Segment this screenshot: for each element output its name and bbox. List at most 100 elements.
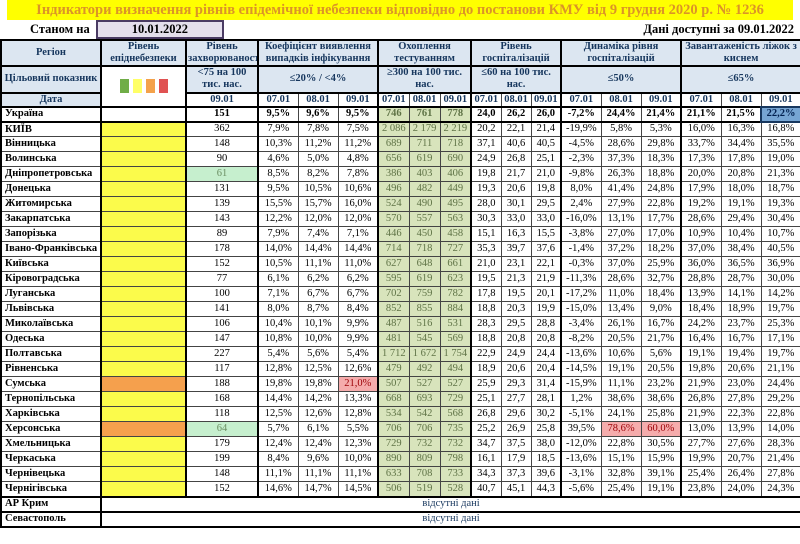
test-cell[interactable]: 458 bbox=[439, 226, 472, 242]
dyn-cell[interactable]: 23,2% bbox=[640, 376, 682, 392]
epidemic-level-cell[interactable] bbox=[100, 226, 187, 242]
hosp-cell[interactable]: 38,0 bbox=[530, 436, 562, 452]
test-cell[interactable]: 482 bbox=[408, 181, 441, 197]
coef-cell[interactable]: 5,7% bbox=[257, 421, 299, 437]
coef-cell[interactable]: 7,8% bbox=[337, 166, 379, 182]
no-data-cell[interactable]: відсутні дані bbox=[99, 496, 800, 512]
dyn-cell[interactable]: 28,6% bbox=[600, 271, 642, 287]
header-date[interactable]: 08.01 bbox=[500, 92, 532, 107]
epidemic-level-cell[interactable] bbox=[100, 316, 187, 332]
hosp-cell[interactable]: 23,1 bbox=[500, 256, 532, 272]
dyn-cell[interactable]: 10,6% bbox=[600, 346, 642, 362]
hosp-cell[interactable]: 26,9 bbox=[500, 421, 532, 437]
beds-cell[interactable]: 22,3% bbox=[720, 406, 762, 422]
hosp-cell[interactable]: 21,9 bbox=[530, 271, 562, 287]
beds-cell[interactable]: 18,7% bbox=[760, 181, 800, 197]
hosp-cell[interactable]: 24,9 bbox=[500, 346, 532, 362]
coef-cell[interactable]: 14,4% bbox=[337, 241, 379, 257]
test-cell[interactable]: 494 bbox=[439, 361, 472, 377]
dyn-cell[interactable]: 18,2% bbox=[640, 241, 682, 257]
coef-cell[interactable]: 10,5% bbox=[257, 256, 299, 272]
dyn-cell[interactable]: 28,6% bbox=[600, 136, 642, 152]
header-target-6[interactable]: ≤65% bbox=[680, 65, 800, 93]
dyn-cell[interactable]: 25,9% bbox=[640, 256, 682, 272]
dyn-cell[interactable]: -9,8% bbox=[560, 166, 602, 182]
dyn-cell[interactable]: -12,0% bbox=[560, 436, 602, 452]
dyn-cell[interactable]: 24,1% bbox=[600, 406, 642, 422]
header-group-0[interactable]: Рівень епіднебезпеки bbox=[100, 39, 187, 66]
dyn-cell[interactable]: 24,4% bbox=[600, 106, 642, 122]
beds-cell[interactable]: 24,4% bbox=[760, 376, 800, 392]
hosp-cell[interactable]: 33,0 bbox=[530, 211, 562, 227]
beds-cell[interactable]: 36,0% bbox=[680, 256, 722, 272]
coef-cell[interactable]: 8,5% bbox=[257, 166, 299, 182]
hosp-cell[interactable]: 26,0 bbox=[530, 106, 562, 122]
coef-cell[interactable]: 8,4% bbox=[337, 301, 379, 317]
header-date[interactable]: 07.01 bbox=[680, 92, 722, 107]
dyn-cell[interactable]: 15,1% bbox=[600, 451, 642, 467]
coef-cell[interactable]: 14,7% bbox=[297, 481, 339, 497]
coef-cell[interactable]: 19,8% bbox=[257, 376, 299, 392]
coef-cell[interactable]: 12,2% bbox=[257, 211, 299, 227]
coef-cell[interactable]: 9,9% bbox=[337, 316, 379, 332]
test-cell[interactable]: 2 179 bbox=[408, 121, 441, 137]
dyn-cell[interactable]: 13,4% bbox=[600, 301, 642, 317]
beds-cell[interactable]: 26,4% bbox=[720, 466, 762, 482]
coef-cell[interactable]: 7,4% bbox=[297, 226, 339, 242]
dyn-cell[interactable]: 19,1% bbox=[600, 361, 642, 377]
coef-cell[interactable]: 12,4% bbox=[297, 436, 339, 452]
header-group-2[interactable]: Коефіцієнт виявлення випадків інфікуванн… bbox=[256, 39, 379, 66]
hosp-cell[interactable]: 25,8 bbox=[530, 421, 562, 437]
dyn-cell[interactable]: -8,2% bbox=[560, 331, 602, 347]
header-group-3[interactable]: Охоплення тестуванням bbox=[377, 39, 472, 66]
dyn-cell[interactable]: 25,8% bbox=[640, 406, 682, 422]
hosp-cell[interactable]: 20,1 bbox=[530, 286, 562, 302]
epidemic-level-cell[interactable] bbox=[100, 436, 187, 452]
hosp-cell[interactable]: 19,5 bbox=[500, 286, 532, 302]
dyn-cell[interactable]: -17,2% bbox=[560, 286, 602, 302]
coef-cell[interactable]: 7,8% bbox=[297, 121, 339, 137]
beds-cell[interactable]: 19,9% bbox=[680, 451, 722, 467]
coef-cell[interactable]: 12,8% bbox=[337, 406, 379, 422]
header-date[interactable]: 07.01 bbox=[560, 92, 602, 107]
hosp-cell[interactable]: 21,0 bbox=[530, 166, 562, 182]
coef-cell[interactable]: 10,6% bbox=[337, 181, 379, 197]
test-cell[interactable]: 492 bbox=[408, 361, 441, 377]
sickness-cell[interactable]: 148 bbox=[185, 136, 259, 152]
dyn-cell[interactable]: -15,9% bbox=[560, 376, 602, 392]
coef-cell[interactable]: 12,6% bbox=[337, 361, 379, 377]
test-cell[interactable]: 729 bbox=[439, 391, 472, 407]
dyn-cell[interactable]: -11,3% bbox=[560, 271, 602, 287]
dyn-cell[interactable]: -2,3% bbox=[560, 151, 602, 167]
header-date[interactable]: 09.01 bbox=[530, 92, 562, 107]
hosp-cell[interactable]: 20,2 bbox=[470, 121, 502, 137]
hosp-cell[interactable]: 27,7 bbox=[500, 391, 532, 407]
dyn-cell[interactable]: -7,2% bbox=[560, 106, 602, 122]
epidemic-level-cell[interactable] bbox=[100, 241, 187, 257]
coef-cell[interactable]: 6,7% bbox=[337, 286, 379, 302]
hosp-cell[interactable]: 28,8 bbox=[530, 316, 562, 332]
hosp-cell[interactable]: 30,3 bbox=[470, 211, 502, 227]
hosp-cell[interactable]: 37,3 bbox=[500, 466, 532, 482]
epidemic-level-cell[interactable] bbox=[100, 196, 187, 212]
sickness-cell[interactable]: 100 bbox=[185, 286, 259, 302]
test-cell[interactable]: 732 bbox=[439, 436, 472, 452]
hosp-cell[interactable]: 33,0 bbox=[500, 211, 532, 227]
hosp-cell[interactable]: 17,8 bbox=[470, 286, 502, 302]
dyn-cell[interactable]: -13,6% bbox=[560, 451, 602, 467]
beds-cell[interactable]: 28,6% bbox=[680, 211, 722, 227]
beds-cell[interactable]: 19,0% bbox=[760, 151, 800, 167]
test-cell[interactable]: 570 bbox=[377, 211, 410, 227]
dyn-cell[interactable]: 5,3% bbox=[640, 121, 682, 137]
sickness-cell[interactable]: 147 bbox=[185, 331, 259, 347]
beds-cell[interactable]: 23,7% bbox=[720, 316, 762, 332]
dyn-cell[interactable]: 24,8% bbox=[640, 181, 682, 197]
beds-cell[interactable]: 27,8% bbox=[760, 466, 800, 482]
coef-cell[interactable]: 6,2% bbox=[337, 271, 379, 287]
region-name[interactable]: Івано-Франківська bbox=[0, 241, 102, 257]
dyn-cell[interactable]: 78,6% bbox=[600, 421, 642, 437]
dyn-cell[interactable]: 17,0% bbox=[640, 226, 682, 242]
sickness-cell[interactable]: 106 bbox=[185, 316, 259, 332]
coef-cell[interactable]: 10,3% bbox=[257, 136, 299, 152]
dyn-cell[interactable]: 8,0% bbox=[560, 181, 602, 197]
